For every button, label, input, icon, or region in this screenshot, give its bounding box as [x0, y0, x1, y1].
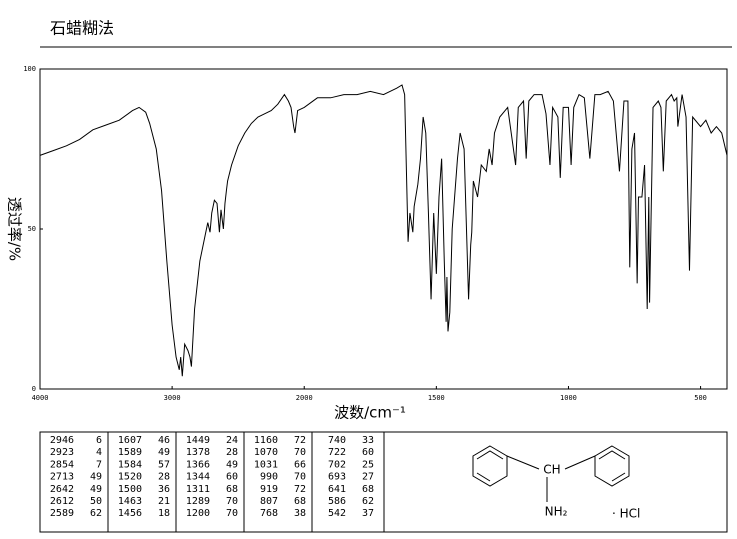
peak-wavenumber: 1500 — [118, 484, 142, 495]
peak-transmittance: 27 — [362, 472, 374, 483]
peak-wavenumber: 1584 — [118, 459, 142, 470]
peak-wavenumber: 2612 — [50, 496, 74, 507]
peak-wavenumber: 807 — [260, 496, 278, 507]
peak-transmittance: 68 — [226, 484, 238, 495]
peak-wavenumber: 1456 — [118, 508, 142, 519]
y-tick-label: 0 — [32, 385, 36, 393]
peak-transmittance: 60 — [226, 472, 238, 483]
peak-wavenumber: 1289 — [186, 496, 210, 507]
peak-transmittance: 60 — [362, 447, 374, 458]
peak-wavenumber: 1463 — [118, 496, 142, 507]
peak-wavenumber: 2589 — [50, 508, 74, 519]
peak-transmittance: 49 — [158, 447, 170, 458]
spectrum-line — [39, 84, 728, 377]
peak-transmittance: 28 — [226, 447, 238, 458]
structure-label: NH₂ — [545, 505, 568, 519]
peak-wavenumber: 1607 — [118, 435, 142, 446]
peak-wavenumber: 722 — [328, 447, 346, 458]
peak-wavenumber: 542 — [328, 508, 346, 519]
y-tick-label: 50 — [28, 225, 36, 233]
x-tick-label: 1000 — [560, 394, 577, 402]
plot-frame — [39, 68, 728, 390]
peak-wavenumber: 1378 — [186, 447, 210, 458]
ring-bond — [476, 472, 491, 482]
peak-wavenumber: 919 — [260, 484, 278, 495]
peak-wavenumber: 702 — [328, 459, 346, 470]
x-tick-label: 3000 — [164, 394, 181, 402]
peak-wavenumber: 768 — [260, 508, 278, 519]
peak-transmittance: 70 — [294, 472, 306, 483]
peak-wavenumber: 2642 — [50, 484, 74, 495]
peak-wavenumber: 586 — [328, 496, 346, 507]
peak-table: 2946 6 2923 4 2854 7 2713 49 2642 49 2612 50 2589 62 1… — [50, 432, 385, 532]
peak-wavenumber: 2946 — [50, 435, 74, 446]
peak-transmittance: 36 — [158, 484, 170, 495]
peak-wavenumber: 2713 — [50, 472, 74, 483]
peak-transmittance: 62 — [362, 496, 374, 507]
peak-transmittance: 46 — [158, 435, 170, 446]
structure — [472, 445, 630, 502]
benzene-ring — [594, 445, 630, 487]
peak-transmittance: 50 — [90, 496, 102, 507]
peak-transmittance: 62 — [90, 508, 102, 519]
peak-transmittance: 68 — [294, 496, 306, 507]
peak-transmittance: 49 — [90, 472, 102, 483]
peak-transmittance: 70 — [294, 447, 306, 458]
x-tick-label: 500 — [694, 394, 707, 402]
peak-wavenumber: 641 — [328, 484, 346, 495]
peak-transmittance: 24 — [226, 435, 238, 446]
x-tick-label: 1500 — [428, 394, 445, 402]
peak-transmittance: 70 — [226, 508, 238, 519]
peak-wavenumber: 1366 — [186, 459, 210, 470]
peak-transmittance: 6 — [96, 435, 102, 446]
peak-transmittance: 68 — [362, 484, 374, 495]
peak-transmittance: 25 — [362, 459, 374, 470]
peak-wavenumber: 1070 — [254, 447, 278, 458]
peak-transmittance: 18 — [158, 508, 170, 519]
peak-transmittance: 66 — [294, 459, 306, 470]
chart-title: 石蜡糊法 — [50, 19, 114, 38]
peak-transmittance: 33 — [362, 435, 374, 446]
x-tick-label: 2000 — [296, 394, 313, 402]
benzene-ring — [472, 445, 508, 487]
peak-wavenumber: 1160 — [254, 435, 278, 446]
peak-transmittance: 37 — [362, 508, 374, 519]
y-axis-label: 透过率/% — [6, 197, 24, 261]
peak-wavenumber: 1520 — [118, 472, 142, 483]
peak-wavenumber: 740 — [328, 435, 346, 446]
peak-transmittance: 49 — [90, 484, 102, 495]
peak-transmittance: 49 — [226, 459, 238, 470]
peak-transmittance: 38 — [294, 508, 306, 519]
peak-transmittance: 4 — [96, 447, 102, 458]
peak-transmittance: 70 — [226, 496, 238, 507]
peak-transmittance: 72 — [294, 484, 306, 495]
structure-label: · HCl — [612, 507, 640, 521]
peak-wavenumber: 990 — [260, 472, 278, 483]
peak-transmittance: 7 — [96, 459, 102, 470]
peak-transmittance: 28 — [158, 472, 170, 483]
x-tick-label: 4000 — [32, 394, 49, 402]
y-tick-label: 100 — [23, 65, 36, 73]
peak-wavenumber: 1589 — [118, 447, 142, 458]
peak-wavenumber: 2854 — [50, 459, 74, 470]
peak-wavenumber: 1311 — [186, 484, 210, 495]
peak-wavenumber: 1449 — [186, 435, 210, 446]
peak-wavenumber: 1200 — [186, 508, 210, 519]
peak-wavenumber: 2923 — [50, 447, 74, 458]
peak-wavenumber: 693 — [328, 472, 346, 483]
bond — [506, 455, 540, 470]
bond — [564, 455, 596, 470]
structure-label: CH — [543, 463, 560, 477]
peak-transmittance: 21 — [158, 496, 170, 507]
ring-bond — [476, 450, 504, 460]
x-axis-label: 波数/cm⁻¹ — [334, 404, 406, 422]
ring-bond — [598, 450, 626, 460]
peak-wavenumber: 1344 — [186, 472, 210, 483]
ring-bond — [611, 472, 626, 482]
peak-transmittance: 72 — [294, 435, 306, 446]
peak-wavenumber: 1031 — [254, 459, 278, 470]
peak-transmittance: 57 — [158, 459, 170, 470]
